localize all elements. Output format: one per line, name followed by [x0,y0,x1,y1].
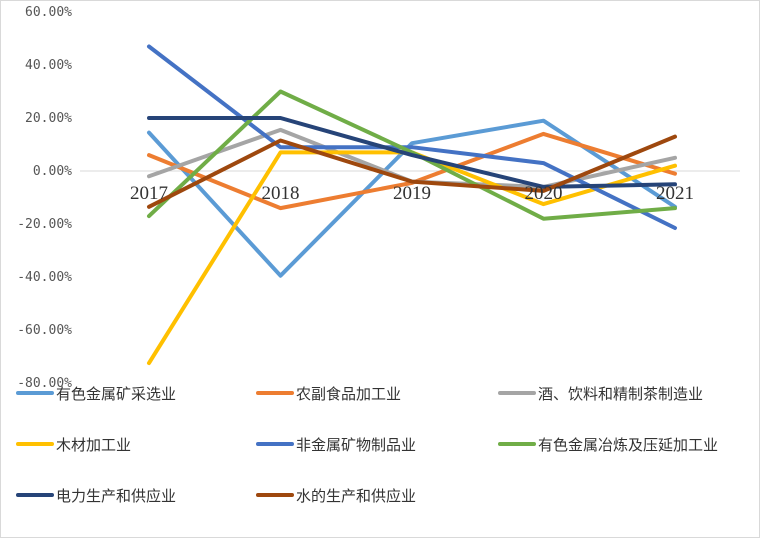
series-line-3 [147,127,677,189]
legend-label: 水的生产和供应业 [296,487,416,505]
y-tick-label: -20.00% [17,217,72,232]
series-line-6 [147,89,677,221]
y-tick-label: -80.00% [17,376,72,391]
series-layer [147,44,677,366]
series-line-7 [147,116,677,189]
y-tick-label: 60.00% [25,5,72,20]
x-tick-label: 2021 [656,183,694,204]
axis-layer: 60.00% 40.00% 20.00% 0.00% -20.00% -40.00% -60… [17,5,740,391]
x-tick-labels: 2017 2018 2019 2020 2021 [130,183,694,204]
y-tick-label: -60.00% [17,323,72,338]
legend-label: 有色金属矿采选业 [56,385,176,403]
y-tick-label: 40.00% [25,58,72,73]
x-tick-label: 2020 [525,183,563,204]
legend-label: 有色金属冶炼及压延加工业 [538,436,718,454]
y-tick-label: 0.00% [33,164,72,179]
series-line-8 [147,134,677,209]
y-tick-label: 20.00% [25,111,72,126]
legend-label: 酒、饮料和精制茶制造业 [538,385,703,403]
series-line-1 [147,118,677,278]
x-tick-label: 2018 [262,183,300,204]
x-tick-label: 2019 [393,183,431,204]
legend-label: 农副食品加工业 [296,385,401,403]
x-tick-label: 2017 [130,183,168,204]
legend-label: 非金属矿物制品业 [296,436,416,454]
y-tick-label: -40.00% [17,270,72,285]
legend-label: 电力生产和供应业 [56,487,176,505]
legend-label: 木材加工业 [56,436,131,454]
